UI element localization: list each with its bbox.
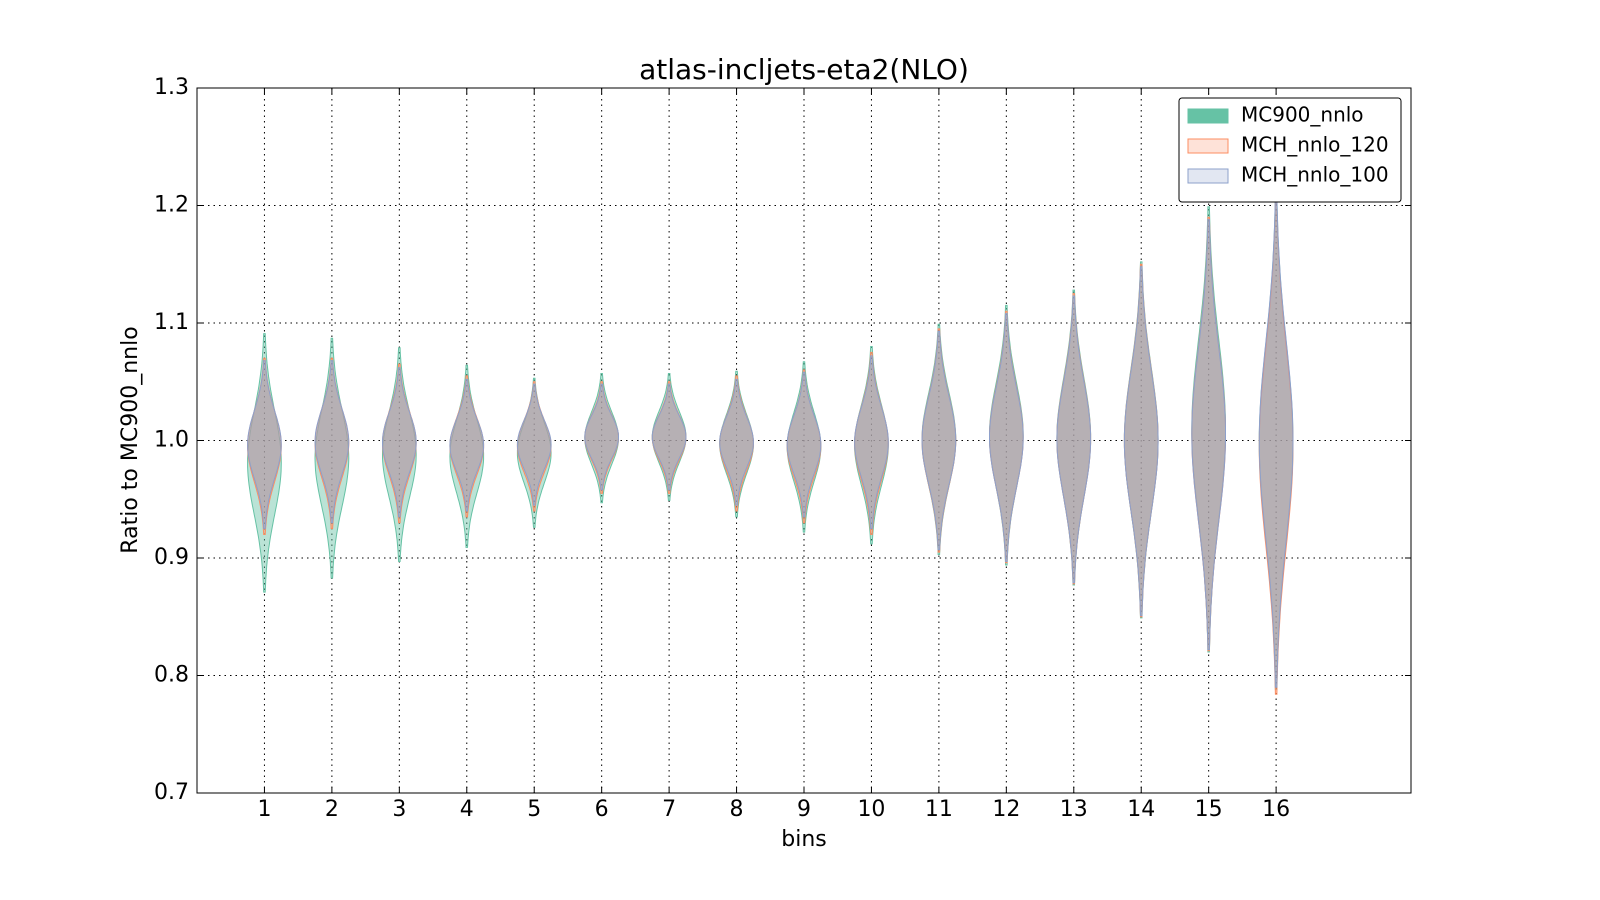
y-tick-label: 1.1 <box>154 310 189 335</box>
violin <box>1123 266 1159 617</box>
x-tick-label: 11 <box>925 797 953 822</box>
violin <box>786 361 822 533</box>
violin <box>382 367 417 518</box>
x-tick-label: 8 <box>730 797 744 822</box>
violin <box>584 381 619 494</box>
x-tick-label: 5 <box>527 797 541 822</box>
violin <box>314 337 350 579</box>
violin <box>1056 295 1092 584</box>
x-tick-label: 15 <box>1195 797 1223 822</box>
violin <box>247 333 282 593</box>
violin <box>516 377 552 528</box>
x-tick-label: 4 <box>460 797 474 822</box>
legend-label: MCH_nnlo_100 <box>1241 163 1389 187</box>
x-tick-label: 10 <box>857 797 885 822</box>
legend-swatch <box>1187 168 1229 184</box>
chart-title: atlas-incljets-eta2(NLO) <box>639 53 969 86</box>
violin <box>651 373 687 501</box>
x-tick-label: 2 <box>325 797 339 822</box>
y-tick-label: 0.7 <box>154 780 189 805</box>
violin <box>382 347 417 562</box>
violin <box>516 383 552 506</box>
legend-swatch <box>1187 108 1229 124</box>
violin <box>1191 219 1226 651</box>
x-tick-label: 12 <box>992 797 1020 822</box>
x-tick-label: 1 <box>257 797 271 822</box>
violin <box>651 383 687 491</box>
legend: MC900_nnlo MCH_nnlo_120 MCH_nnlo_100 <box>1178 97 1402 203</box>
violin <box>854 355 889 530</box>
violin <box>719 378 754 506</box>
y-tick-label: 0.9 <box>154 545 189 570</box>
x-tick-label: 9 <box>797 797 811 822</box>
y-tick-label: 1.3 <box>154 75 189 100</box>
legend-swatch <box>1187 138 1229 154</box>
violin <box>584 373 619 504</box>
violin <box>854 351 889 535</box>
legend-label: MC900_nnlo <box>1241 103 1364 127</box>
violin <box>1258 193 1294 688</box>
violin <box>449 375 485 518</box>
violin <box>921 330 957 551</box>
violin <box>989 313 1024 562</box>
plot-frame <box>196 87 1412 794</box>
violin <box>719 375 754 512</box>
x-tick-label: 16 <box>1262 797 1290 822</box>
x-tick-label: 14 <box>1127 797 1155 822</box>
y-axis-label: Ratio to MC900_nnlo <box>118 326 143 553</box>
x-tick-label: 6 <box>595 797 609 822</box>
violin <box>786 371 822 518</box>
violin <box>584 383 619 491</box>
violin <box>516 381 552 512</box>
violin <box>854 346 889 545</box>
violin <box>314 357 350 530</box>
violin <box>449 364 485 548</box>
violin <box>247 357 282 535</box>
y-tick-label: 1.2 <box>154 193 189 218</box>
violin <box>651 381 687 494</box>
violin <box>382 363 417 524</box>
legend-label: MCH_nnlo_120 <box>1241 133 1389 157</box>
y-tick-label: 0.8 <box>154 663 189 688</box>
x-tick-label: 3 <box>392 797 406 822</box>
x-tick-label: 7 <box>662 797 676 822</box>
violin <box>719 370 754 518</box>
x-tick-label: 13 <box>1060 797 1088 822</box>
violin <box>314 360 350 524</box>
violin <box>449 378 485 512</box>
violin <box>786 369 822 524</box>
legend-frame <box>1178 97 1402 203</box>
x-axis-label: bins <box>781 827 826 852</box>
violin <box>247 360 282 530</box>
y-tick-label: 1.0 <box>154 428 189 453</box>
